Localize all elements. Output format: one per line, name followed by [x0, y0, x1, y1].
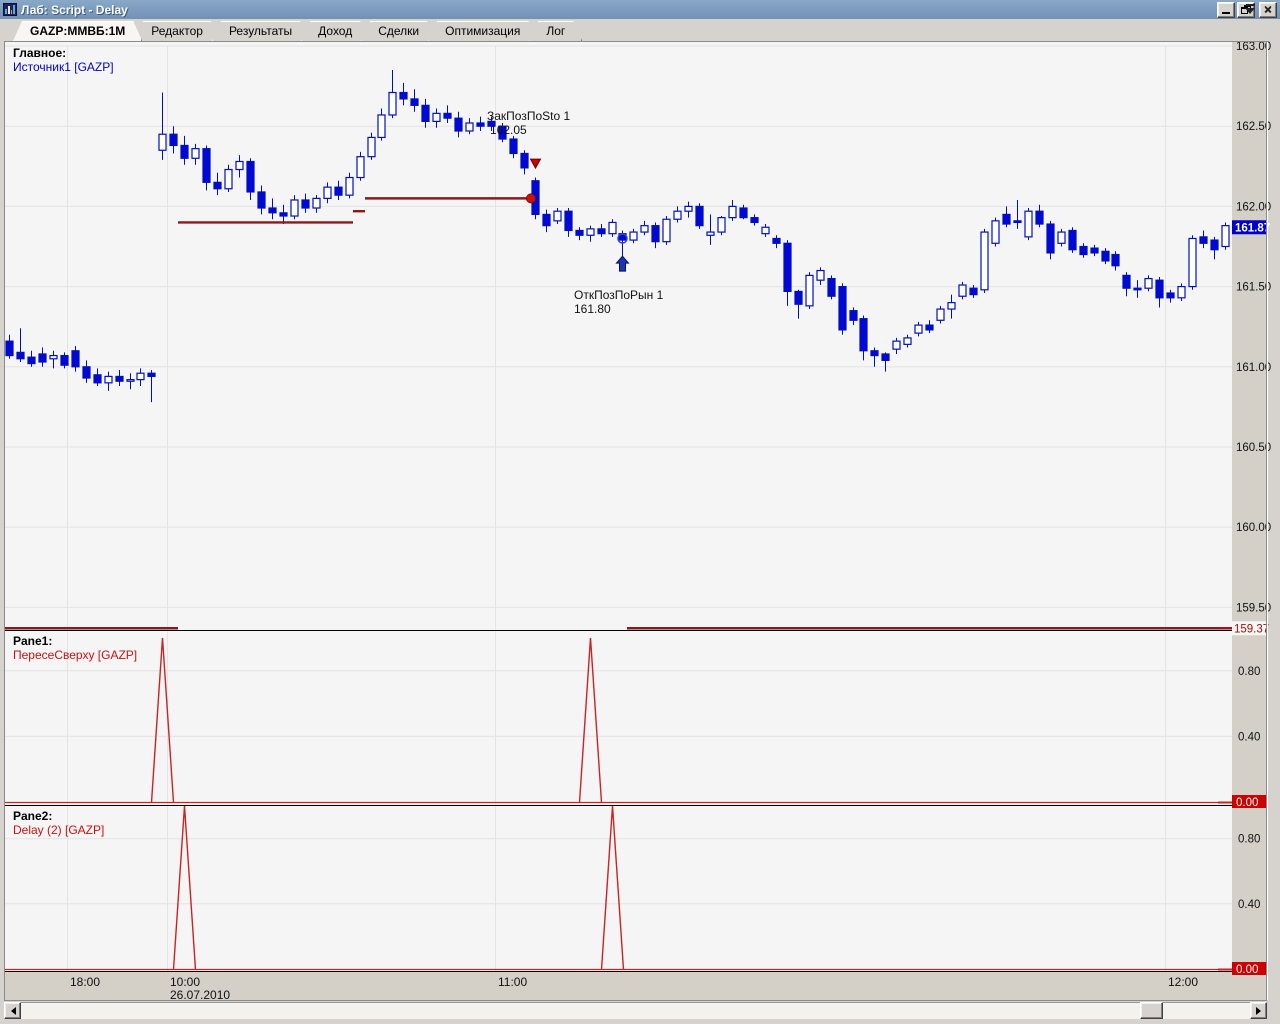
svg-text:160.50: 160.50	[1236, 442, 1271, 454]
svg-text:163.00: 163.00	[1236, 41, 1271, 53]
minimize-button[interactable]	[1217, 1, 1235, 18]
tab-income[interactable]: Доход	[301, 21, 369, 41]
entry-annotation-name: ОткПозПоРын 1	[574, 288, 664, 302]
chevron-double-down-icon[interactable]	[1244, 3, 1256, 15]
svg-text:10:00: 10:00	[170, 975, 200, 989]
svg-text:0.80: 0.80	[1238, 666, 1260, 678]
svg-text:11:00: 11:00	[498, 975, 527, 989]
window-title: Лаб: Script - Delay	[21, 2, 128, 17]
tab-close-icon[interactable]: ×	[1263, 1, 1272, 17]
svg-text:12:00: 12:00	[1168, 975, 1198, 989]
svg-text:161.00: 161.00	[1236, 362, 1271, 374]
scrollbar-thumb[interactable]	[1140, 1002, 1163, 1019]
svg-text:26.07.2010: 26.07.2010	[170, 988, 230, 1002]
arrow-left-icon	[7, 1006, 16, 1015]
tab-chart[interactable]: GAZP:ММВБ:1М	[13, 21, 142, 41]
tab-strip: GAZP:ММВБ:1М Редактор Результаты Доход С…	[3, 20, 1277, 41]
close-icon: ×	[1264, 2, 1272, 17]
tab-results[interactable]: Результаты	[212, 21, 309, 41]
tab-editor[interactable]: Редактор	[134, 21, 220, 41]
arrow-right-icon	[1255, 1006, 1265, 1015]
tab-log[interactable]: Лог	[529, 21, 582, 41]
svg-text:160.00: 160.00	[1236, 522, 1271, 534]
svg-text:0.00: 0.00	[1236, 964, 1258, 976]
pane1-title: Pane1:	[13, 634, 53, 648]
exit-annotation-price: 162.05	[490, 123, 527, 137]
close-button[interactable]: ×	[1259, 1, 1277, 18]
pane2-header: Pane2: Delay (2) [GAZP]	[13, 809, 104, 837]
svg-text:161.87: 161.87	[1235, 222, 1270, 234]
svg-text:162.50: 162.50	[1236, 121, 1271, 133]
tab-trades[interactable]: Сделки	[361, 21, 436, 41]
scroll-left-button[interactable]	[4, 1002, 21, 1019]
svg-text:159.50: 159.50	[1236, 602, 1271, 614]
entry-annotation-price: 161.80	[574, 302, 611, 316]
main-pane-title: Главное:	[13, 46, 67, 60]
svg-text:0.40: 0.40	[1238, 731, 1260, 743]
exit-annotation: ЗакПозПоSto 1 162.05	[487, 109, 570, 137]
tab-optimization[interactable]: Оптимизация	[428, 21, 537, 41]
bar-chart-icon[interactable]	[3, 3, 17, 16]
exit-annotation-name: ЗакПозПоSto 1	[487, 109, 571, 123]
svg-text:162.00: 162.00	[1236, 201, 1271, 213]
pane1-header: Pane1: ПересеСверху [GAZP]	[13, 634, 137, 662]
svg-text:0.80: 0.80	[1238, 834, 1260, 846]
main-pane-source: Источник1 [GAZP]	[13, 60, 114, 74]
pane2-title: Pane2:	[13, 809, 53, 823]
svg-text:0.40: 0.40	[1238, 899, 1260, 911]
svg-text:0.00: 0.00	[1236, 797, 1258, 809]
main-pane-header: Главное: Источник1 [GAZP]	[13, 46, 114, 74]
scroll-right-button[interactable]	[1250, 1002, 1267, 1019]
entry-annotation: ОткПозПоРын 1 161.80	[574, 288, 663, 316]
svg-text:18:00: 18:00	[70, 975, 100, 989]
svg-text:159.37: 159.37	[1234, 623, 1269, 635]
minimize-icon	[1222, 12, 1230, 14]
pane2-source: Delay (2) [GAZP]	[13, 823, 105, 837]
svg-text:161.50: 161.50	[1236, 282, 1271, 294]
horizontal-scrollbar[interactable]	[4, 1002, 1267, 1019]
pane1-source: ПересеСверху [GAZP]	[13, 648, 138, 662]
